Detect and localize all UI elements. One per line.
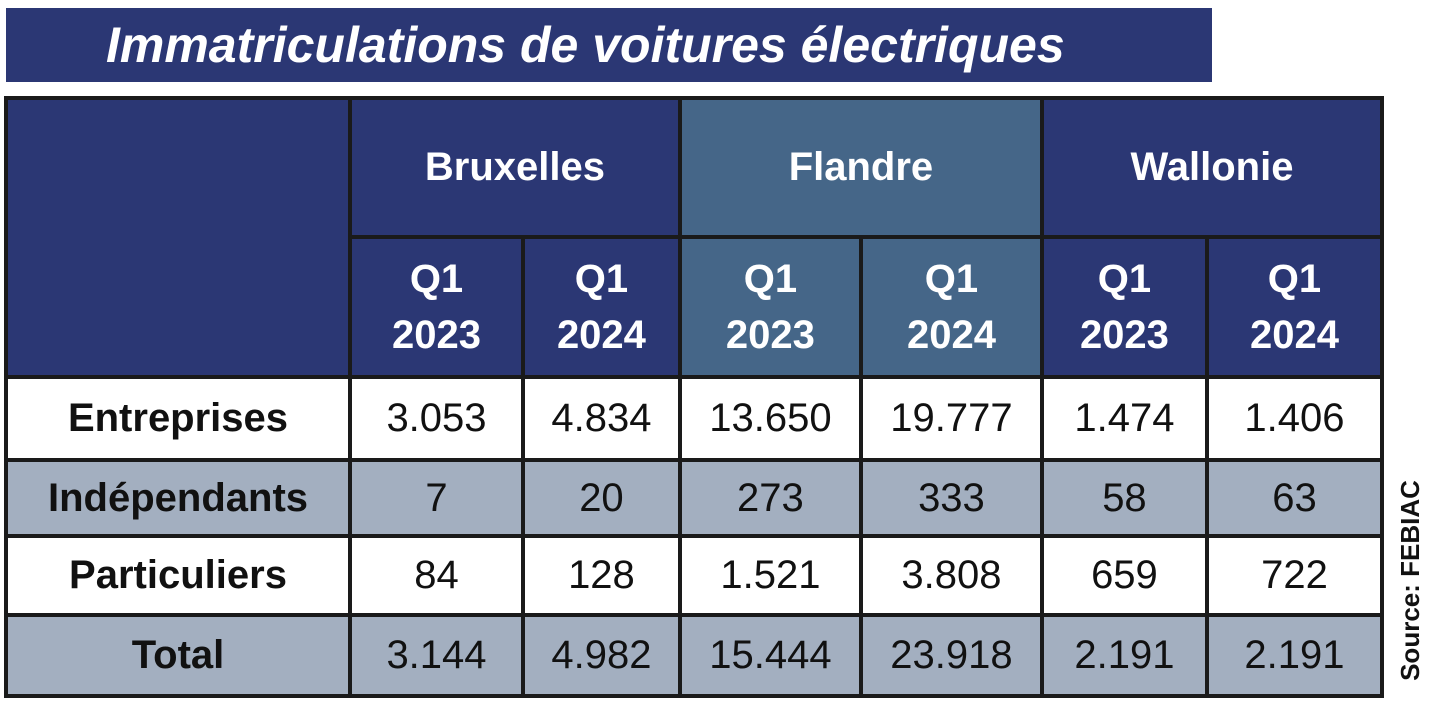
table-cell: 63 bbox=[1208, 461, 1380, 535]
table-cell: 84 bbox=[352, 538, 521, 614]
period-quarter: Q1 bbox=[1097, 257, 1152, 302]
row-label: Indépendants bbox=[8, 461, 348, 535]
period-header-cell: Q1 2023 bbox=[352, 239, 521, 375]
registrations-table: Bruxelles Flandre Wallonie Q1 2023 Q1 2024… bbox=[4, 96, 1384, 698]
table-cell: 4.834 bbox=[524, 378, 678, 458]
table-cell: 1.474 bbox=[1043, 378, 1205, 458]
table-cell: 273 bbox=[681, 461, 859, 535]
table-cell: 4.982 bbox=[524, 617, 678, 694]
region-header-flandre: Flandre bbox=[681, 100, 1040, 236]
table-cell: 1.521 bbox=[681, 538, 859, 614]
period-quarter: Q1 bbox=[743, 257, 798, 302]
period-header-cell: Q1 2024 bbox=[862, 239, 1040, 375]
period-year: 2024 bbox=[1249, 313, 1339, 358]
table-cell: 3.808 bbox=[862, 538, 1040, 614]
period-header-cell: Q1 2024 bbox=[1208, 239, 1380, 375]
period-quarter: Q1 bbox=[574, 257, 629, 302]
table-cell: 2.191 bbox=[1043, 617, 1205, 694]
table-cell: 7 bbox=[352, 461, 521, 535]
table-row-independants: Indépendants 7 20 273 333 58 63 bbox=[8, 461, 1380, 535]
chart-title: Immatriculations de voitures électriques bbox=[106, 17, 1065, 73]
data-table-container: Bruxelles Flandre Wallonie Q1 2023 Q1 2024… bbox=[4, 96, 1384, 698]
period-year: 2023 bbox=[392, 313, 481, 358]
region-header-bruxelles: Bruxelles bbox=[352, 100, 678, 236]
period-year: 2024 bbox=[906, 313, 996, 358]
table-cell: 128 bbox=[524, 538, 678, 614]
period-year: 2023 bbox=[1079, 313, 1169, 358]
table-cell: 13.650 bbox=[681, 378, 859, 458]
table-cell: 722 bbox=[1208, 538, 1380, 614]
period-quarter: Q1 bbox=[1267, 257, 1322, 302]
table-cell: 23.918 bbox=[862, 617, 1040, 694]
corner-header-cell bbox=[8, 100, 348, 375]
period-header-row: Q1 2023 Q1 2024 Q1 2023 Q1 2024 Q1 2023 Q1 202… bbox=[8, 239, 1380, 375]
region-header-row: Bruxelles Flandre Wallonie bbox=[8, 100, 1380, 375]
table-cell: 2.191 bbox=[1208, 617, 1380, 694]
table-cell: 58 bbox=[1043, 461, 1205, 535]
row-label: Total bbox=[8, 617, 348, 694]
title-banner: Immatriculations de voitures électriques bbox=[6, 8, 1212, 82]
table-cell: 1.406 bbox=[1208, 378, 1380, 458]
period-header-cell: Q1 2023 bbox=[1043, 239, 1205, 375]
table-row-particuliers: Particuliers 84 128 1.521 3.808 659 722 bbox=[8, 538, 1380, 614]
period-header-cell: Q1 2023 bbox=[681, 239, 859, 375]
table-cell: 333 bbox=[862, 461, 1040, 535]
source-label: Source: FEBIAC bbox=[1394, 479, 1425, 681]
table-cell: 3.144 bbox=[352, 617, 521, 694]
source-note: Source: FEBIAC bbox=[1390, 470, 1430, 690]
row-label: Entreprises bbox=[8, 378, 348, 458]
region-header-wallonie: Wallonie bbox=[1043, 100, 1380, 236]
table-row-total: Total 3.144 4.982 15.444 23.918 2.191 2.… bbox=[8, 617, 1380, 694]
period-year: 2024 bbox=[556, 313, 646, 358]
table-cell: 20 bbox=[524, 461, 678, 535]
table-cell: 19.777 bbox=[862, 378, 1040, 458]
table-cell: 15.444 bbox=[681, 617, 859, 694]
table-row-entreprises: Entreprises 3.053 4.834 13.650 19.777 1.… bbox=[8, 378, 1380, 458]
period-quarter: Q1 bbox=[924, 257, 979, 302]
table-cell: 659 bbox=[1043, 538, 1205, 614]
table-cell: 3.053 bbox=[352, 378, 521, 458]
period-header-cell: Q1 2024 bbox=[524, 239, 678, 375]
period-quarter: Q1 bbox=[409, 257, 464, 302]
row-label: Particuliers bbox=[8, 538, 348, 614]
period-year: 2023 bbox=[725, 313, 815, 358]
